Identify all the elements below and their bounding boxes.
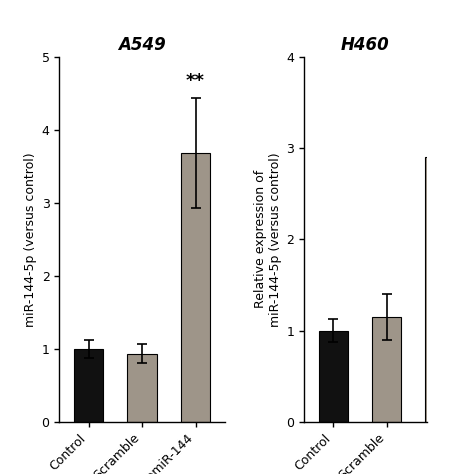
Y-axis label: Relative expression of
miR-144-5p (versus control): Relative expression of miR-144-5p (versu…	[254, 152, 282, 327]
Text: **: **	[186, 72, 205, 90]
Bar	[128, 354, 157, 422]
Bar	[181, 153, 210, 422]
Bar	[372, 317, 401, 422]
Bar	[74, 349, 103, 422]
Y-axis label: miR-144-5p (versus control): miR-144-5p (versus control)	[24, 152, 37, 327]
Bar	[425, 157, 455, 422]
Bar	[319, 331, 348, 422]
Title: A549: A549	[118, 36, 166, 54]
Title: H460: H460	[341, 36, 390, 54]
